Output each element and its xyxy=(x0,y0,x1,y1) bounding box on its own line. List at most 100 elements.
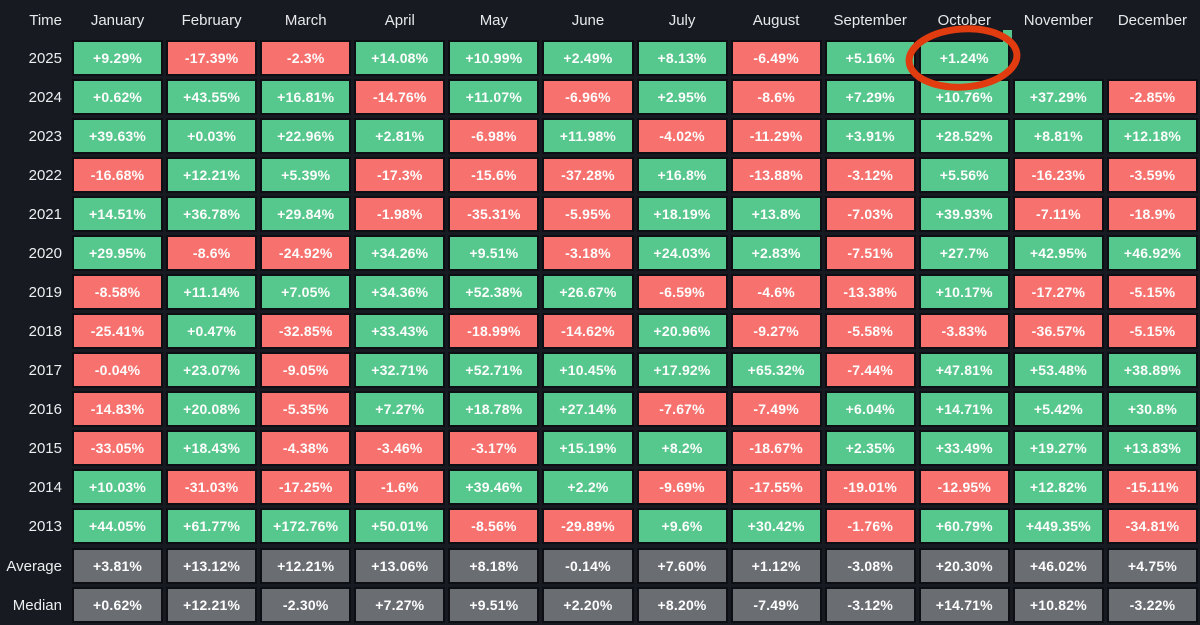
cell-2013-july: +9.6% xyxy=(636,508,728,544)
cell-2016-november: +5.42% xyxy=(1012,391,1104,427)
cell-2025-may: +10.99% xyxy=(448,40,540,76)
cell-2022-january: -16.68% xyxy=(72,157,164,193)
cell-median-december: -3.22% xyxy=(1106,587,1198,623)
cell-median-july: +8.20% xyxy=(636,587,728,623)
cell-2013-october: +60.79% xyxy=(918,508,1010,544)
column-header-august: August xyxy=(752,11,800,29)
cell-median-october: +14.71% xyxy=(918,587,1010,623)
cell-2018-september: -5.58% xyxy=(824,313,916,349)
table-row-2018: 2018 -25.41% +0.47% -32.85% +33.43% -18.99% -1… xyxy=(0,313,1198,349)
cell-2020-january: +29.95% xyxy=(72,235,164,271)
column-header-july: July xyxy=(668,11,696,29)
cell-2015-july: +8.2% xyxy=(636,430,728,466)
cell-2022-november: -16.23% xyxy=(1012,157,1104,193)
cell-2016-june: +27.14% xyxy=(542,391,634,427)
cell-2013-may: -8.56% xyxy=(448,508,540,544)
cell-average-november: +46.02% xyxy=(1012,548,1104,584)
cell-2019-october: +10.17% xyxy=(918,274,1010,310)
cell-2023-february: +0.03% xyxy=(166,118,258,154)
cell-2018-february: +0.47% xyxy=(166,313,258,349)
cell-2025-march: -2.3% xyxy=(260,40,352,76)
cell-2017-january: -0.04% xyxy=(72,352,164,388)
cell-2017-july: +17.92% xyxy=(636,352,728,388)
column-header-november: November xyxy=(1023,11,1093,29)
cell-2018-november: -36.57% xyxy=(1012,313,1104,349)
cell-2025-january: +9.29% xyxy=(72,40,164,76)
cell-2023-april: +2.81% xyxy=(354,118,446,154)
cell-2018-june: -14.62% xyxy=(542,313,634,349)
cell-2019-july: -6.59% xyxy=(636,274,728,310)
column-header-december: December xyxy=(1117,11,1188,29)
cell-2013-january: +44.05% xyxy=(72,508,164,544)
cell-2013-september: -1.76% xyxy=(824,508,916,544)
cell-2022-june: -37.28% xyxy=(542,157,634,193)
cell-2024-september: +7.29% xyxy=(824,79,916,115)
cell-2024-march: +16.81% xyxy=(260,79,352,115)
cell-median-february: +12.21% xyxy=(166,587,258,623)
cell-2015-january: -33.05% xyxy=(72,430,164,466)
column-header-january: January xyxy=(90,11,145,29)
cell-2021-may: -35.31% xyxy=(448,196,540,232)
row-label-2016: 2016 xyxy=(28,400,62,418)
cell-2021-december: -18.9% xyxy=(1106,196,1198,232)
cell-2021-september: -7.03% xyxy=(824,196,916,232)
cell-2022-october: +5.56% xyxy=(918,157,1010,193)
cell-2014-may: +39.46% xyxy=(448,469,540,505)
cell-2019-may: +52.38% xyxy=(448,274,540,310)
table-row-2015: 2015 -33.05% +18.43% -4.38% -3.46% -3.17% +15.… xyxy=(0,430,1198,466)
column-header-february: February xyxy=(181,11,242,29)
row-label-2022: 2022 xyxy=(28,166,62,184)
cell-2024-february: +43.55% xyxy=(166,79,258,115)
table-row-2020: 2020 +29.95% -8.6% -24.92% +34.26% +9.51% -3.1… xyxy=(0,235,1198,271)
cell-2013-august: +30.42% xyxy=(730,508,822,544)
row-label-2023: 2023 xyxy=(28,127,62,145)
cell-2025-october: +1.24% xyxy=(918,40,1010,76)
cell-2024-december: -2.85% xyxy=(1106,79,1198,115)
cell-2021-july: +18.19% xyxy=(636,196,728,232)
header-row: Time January February March April May June July… xyxy=(0,0,1198,40)
cell-2023-august: -11.29% xyxy=(730,118,822,154)
cell-2015-august: -18.67% xyxy=(730,430,822,466)
cell-median-june: +2.20% xyxy=(542,587,634,623)
cell-average-april: +13.06% xyxy=(354,548,446,584)
table-row-2022: 2022 -16.68% +12.21% +5.39% -17.3% -15.6% -37.… xyxy=(0,157,1198,193)
cell-average-december: +4.75% xyxy=(1106,548,1198,584)
cell-2016-january: -14.83% xyxy=(72,391,164,427)
cell-2021-april: -1.98% xyxy=(354,196,446,232)
cell-2013-april: +50.01% xyxy=(354,508,446,544)
cell-2014-january: +10.03% xyxy=(72,469,164,505)
cell-2022-february: +12.21% xyxy=(166,157,258,193)
cell-2016-december: +30.8% xyxy=(1106,391,1198,427)
cell-2024-april: -14.76% xyxy=(354,79,446,115)
table-row-2014: 2014 +10.03% -31.03% -17.25% -1.6% +39.46% +2.… xyxy=(0,469,1198,505)
cell-2019-april: +34.36% xyxy=(354,274,446,310)
cell-2023-january: +39.63% xyxy=(72,118,164,154)
cell-2015-october: +33.49% xyxy=(918,430,1010,466)
cell-2020-august: +2.83% xyxy=(730,235,822,271)
cell-2019-march: +7.05% xyxy=(260,274,352,310)
cell-median-august: -7.49% xyxy=(730,587,822,623)
cell-2013-february: +61.77% xyxy=(166,508,258,544)
cell-median-november: +10.82% xyxy=(1012,587,1104,623)
cell-2013-march: +172.76% xyxy=(260,508,352,544)
table-row-median: Median +0.62% +12.21% -2.30% +7.27% +9.51% +2.… xyxy=(0,587,1198,623)
cell-2015-february: +18.43% xyxy=(166,430,258,466)
column-header-june: June xyxy=(571,11,605,29)
cell-2024-june: -6.96% xyxy=(542,79,634,115)
cell-2022-march: +5.39% xyxy=(260,157,352,193)
cell-2014-february: -31.03% xyxy=(166,469,258,505)
column-header-october: October xyxy=(937,11,991,29)
cell-2015-may: -3.17% xyxy=(448,430,540,466)
cell-2019-august: -4.6% xyxy=(730,274,822,310)
cell-median-january: +0.62% xyxy=(72,587,164,623)
cell-2020-may: +9.51% xyxy=(448,235,540,271)
cell-2016-march: -5.35% xyxy=(260,391,352,427)
cell-2016-august: -7.49% xyxy=(730,391,822,427)
cell-average-january: +3.81% xyxy=(72,548,164,584)
column-header-september: September xyxy=(833,11,907,29)
cell-2015-december: +13.83% xyxy=(1106,430,1198,466)
cell-2021-june: -5.95% xyxy=(542,196,634,232)
cell-2015-june: +15.19% xyxy=(542,430,634,466)
cell-2022-may: -15.6% xyxy=(448,157,540,193)
cell-2018-january: -25.41% xyxy=(72,313,164,349)
